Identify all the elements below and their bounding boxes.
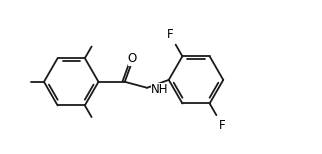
Text: O: O <box>128 52 137 65</box>
Text: F: F <box>167 28 174 41</box>
Text: F: F <box>218 119 225 132</box>
Text: NH: NH <box>151 83 168 96</box>
